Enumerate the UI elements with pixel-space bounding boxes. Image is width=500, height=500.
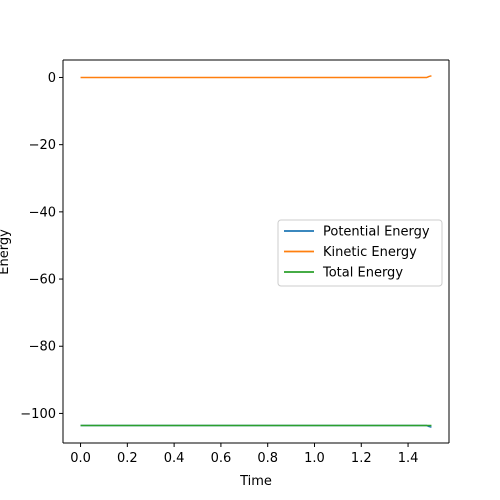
x-tick-label: 0.4 bbox=[164, 451, 185, 466]
legend-label-potential-energy: Potential Energy bbox=[323, 225, 430, 240]
y-tick-label: −60 bbox=[29, 273, 56, 288]
series-layer bbox=[80, 75, 432, 428]
series-line-kinetic-energy bbox=[80, 75, 432, 79]
y-tick-label: 0 bbox=[48, 71, 56, 86]
legend-box bbox=[277, 219, 443, 287]
x-tick-label: 0.6 bbox=[211, 451, 232, 466]
x-tick-label: 0.8 bbox=[257, 451, 278, 466]
y-axis-ticks: 0 −20 −40 −60 −80 −100 bbox=[20, 71, 63, 422]
legend: Potential Energy Kinetic Energy Total Ener… bbox=[277, 219, 443, 287]
y-tick-label: −20 bbox=[29, 138, 56, 153]
y-tick-label: −40 bbox=[29, 205, 56, 220]
x-tick-label: 0.2 bbox=[117, 451, 138, 466]
legend-entries: Potential Energy Kinetic Energy Total Ener… bbox=[284, 225, 430, 281]
y-tick-label: −100 bbox=[20, 407, 56, 422]
x-tick-label: 0.0 bbox=[70, 451, 91, 466]
x-axis-ticks: 0.0 0.2 0.4 0.6 0.8 1.0 1.2 1.4 bbox=[70, 443, 418, 466]
legend-label-total-energy: Total Energy bbox=[322, 266, 403, 281]
x-tick-label: 1.0 bbox=[304, 451, 325, 466]
x-axis-label: Time bbox=[239, 474, 272, 489]
y-axis-label: Energy bbox=[0, 229, 12, 275]
y-tick-label: −80 bbox=[29, 340, 56, 355]
x-tick-label: 1.4 bbox=[398, 451, 419, 466]
x-tick-label: 1.2 bbox=[351, 451, 372, 466]
legend-label-kinetic-energy: Kinetic Energy bbox=[323, 245, 417, 260]
